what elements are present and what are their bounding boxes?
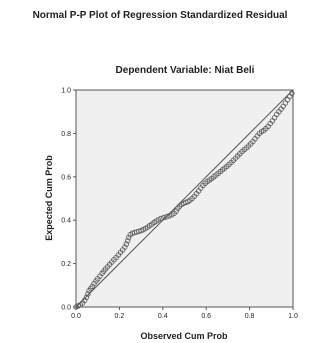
x-tick-label: 0.0 — [71, 313, 81, 320]
plot-frame — [75, 89, 294, 308]
data-point — [158, 215, 164, 222]
data-point — [123, 241, 130, 247]
data-point — [289, 90, 295, 96]
x-axis-label: Observed Cum Prob — [140, 331, 228, 341]
y-tick-label: 0.2 — [61, 261, 71, 268]
y-tick-label: 0.8 — [61, 131, 71, 138]
data-point — [164, 214, 170, 220]
data-point — [85, 291, 91, 297]
y-tick-label: 1.0 — [61, 88, 71, 95]
x-tick-label: 1.0 — [288, 313, 298, 320]
chart-title: Normal P-P Plot of Regression Standardiz… — [32, 10, 288, 21]
x-tick-label: 0.6 — [201, 313, 211, 320]
data-point — [83, 294, 90, 300]
data-point — [173, 208, 179, 214]
data-point — [124, 238, 131, 244]
x-tick-label: 0.8 — [245, 313, 255, 320]
x-tick-label: 0.2 — [115, 313, 125, 320]
data-point — [89, 283, 95, 290]
y-axis-label: Expected Cum Prob — [44, 155, 54, 241]
y-tick-label: 0.6 — [61, 174, 71, 181]
x-tick-label: 0.4 — [158, 313, 168, 320]
data-point — [155, 217, 162, 223]
chart-subtitle: Dependent Variable: Niat Beli — [116, 65, 255, 76]
y-tick-label: 0.0 — [61, 305, 71, 312]
data-point — [126, 234, 132, 241]
data-point — [166, 213, 173, 219]
data-point — [161, 214, 167, 221]
y-tick-label: 0.4 — [61, 218, 71, 225]
reference-line — [75, 89, 294, 308]
data-point — [122, 244, 128, 250]
